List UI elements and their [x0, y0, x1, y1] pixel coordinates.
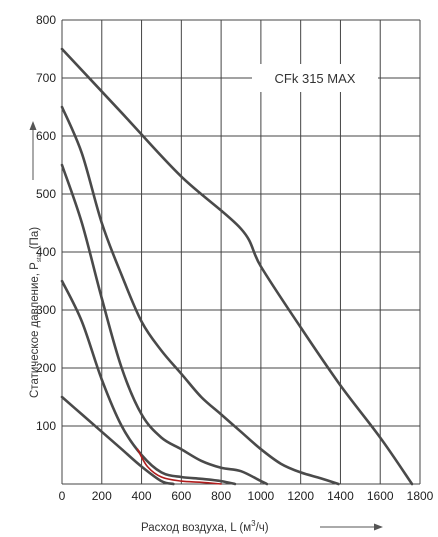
- y-tick-label: 300: [36, 303, 56, 317]
- model-annotation: CFk 315 MAX: [252, 64, 378, 92]
- x-axis-title-tail: /ч): [256, 522, 269, 534]
- x-axis-title-main: Расход воздуха, L (м: [141, 522, 251, 534]
- x-axis-arrow: [320, 523, 383, 531]
- x-axis-title: Расход воздуха, L (м3/ч): [141, 519, 269, 534]
- series-group: [60, 47, 414, 486]
- y-axis-title: Статическое давление, Pstat (Па): [29, 227, 43, 398]
- x-tick-label: 600: [171, 489, 191, 503]
- model-label: CFk 315 MAX: [275, 71, 356, 86]
- model-annotation-background: [252, 64, 378, 92]
- y-axis-arrow: [29, 121, 37, 180]
- x-tick-label: 400: [132, 489, 152, 503]
- y-axis-title-main: Статическое давление, P: [29, 262, 41, 398]
- x-axis-title-sup: 3: [251, 519, 256, 528]
- y-tick-label: 700: [36, 71, 56, 85]
- y-tick-label: 800: [36, 13, 56, 27]
- x-tick-label: 0: [59, 489, 66, 503]
- series-line-4: [60, 279, 237, 486]
- x-tick-label: 200: [92, 489, 112, 503]
- y-tick-label: 500: [36, 187, 56, 201]
- x-tick-label: 1000: [248, 489, 275, 503]
- x-axis-title-group: Расход воздуха, L (м3/ч): [141, 519, 383, 534]
- x-tick-label: 1200: [287, 489, 314, 503]
- highlight-curve: [136, 448, 222, 485]
- y-tick-label: 600: [36, 129, 56, 143]
- x-tick-label: 1600: [367, 489, 394, 503]
- series-line-5: [60, 395, 175, 486]
- y-tick-label: 100: [36, 419, 56, 433]
- series-line-2: [60, 105, 340, 486]
- y-axis-title-tail: (Па): [29, 227, 41, 253]
- y-tick-label: 200: [36, 361, 56, 375]
- series-line-3: [60, 163, 269, 486]
- x-tick-label: 800: [211, 489, 231, 503]
- tick-labels: 0 200 400 600 800 1000 1200 1400 1600 1800 100 200 3…: [36, 13, 434, 503]
- y-axis-title-group: Статическое давление, Pstat (Па): [29, 121, 43, 398]
- series-line-1: [60, 47, 414, 486]
- x-tick-label: 1400: [327, 489, 354, 503]
- x-tick-label: 1800: [407, 489, 434, 503]
- y-tick-label: 400: [36, 245, 56, 259]
- y-axis-title-sub: stat: [37, 252, 43, 262]
